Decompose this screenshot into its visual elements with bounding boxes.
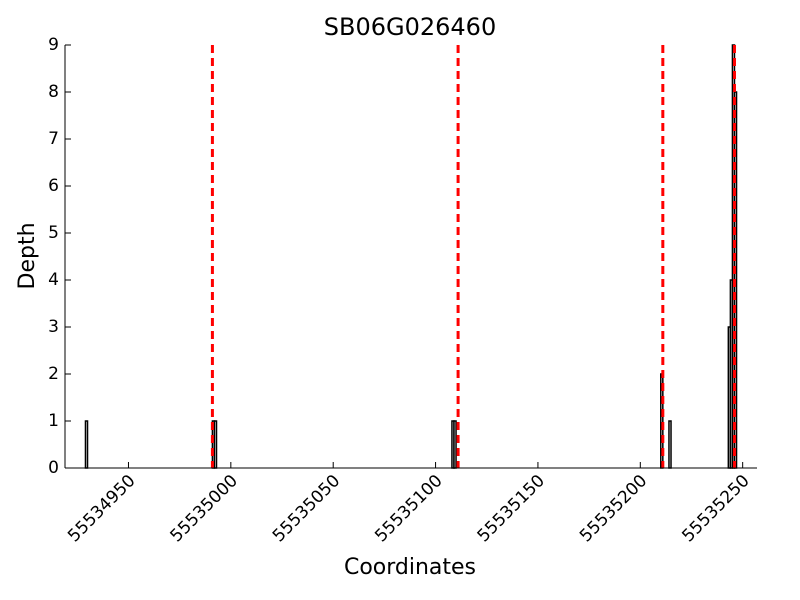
x-tick-label: 55535250 [678,471,753,546]
y-tick-label: 6 [48,176,59,196]
y-tick-label: 8 [48,82,59,102]
y-tick-label: 1 [48,411,59,431]
x-tick-label: 55534950 [64,471,139,546]
x-tick-label: 55535100 [371,471,446,546]
y-tick-label: 9 [48,35,59,55]
y-tick-label: 0 [48,458,59,478]
x-tick-label: 55535200 [576,471,651,546]
x-tick-label: 55535000 [167,471,242,546]
bar [668,420,672,469]
x-axis-label: Coordinates [344,555,476,580]
y-tick-label: 5 [48,223,59,243]
bar [84,420,89,469]
y-tick-label: 4 [48,270,59,290]
bar [453,420,457,469]
y-axis-label: Depth [15,222,40,289]
chart-title: SB06G026460 [324,13,496,41]
x-tick-label: 55535050 [269,471,344,546]
x-tick-label: 55535150 [474,471,549,546]
y-tick-label: 3 [48,317,59,337]
y-tick-label: 7 [48,129,59,149]
bar [213,420,218,469]
y-tick-label: 2 [48,364,59,384]
